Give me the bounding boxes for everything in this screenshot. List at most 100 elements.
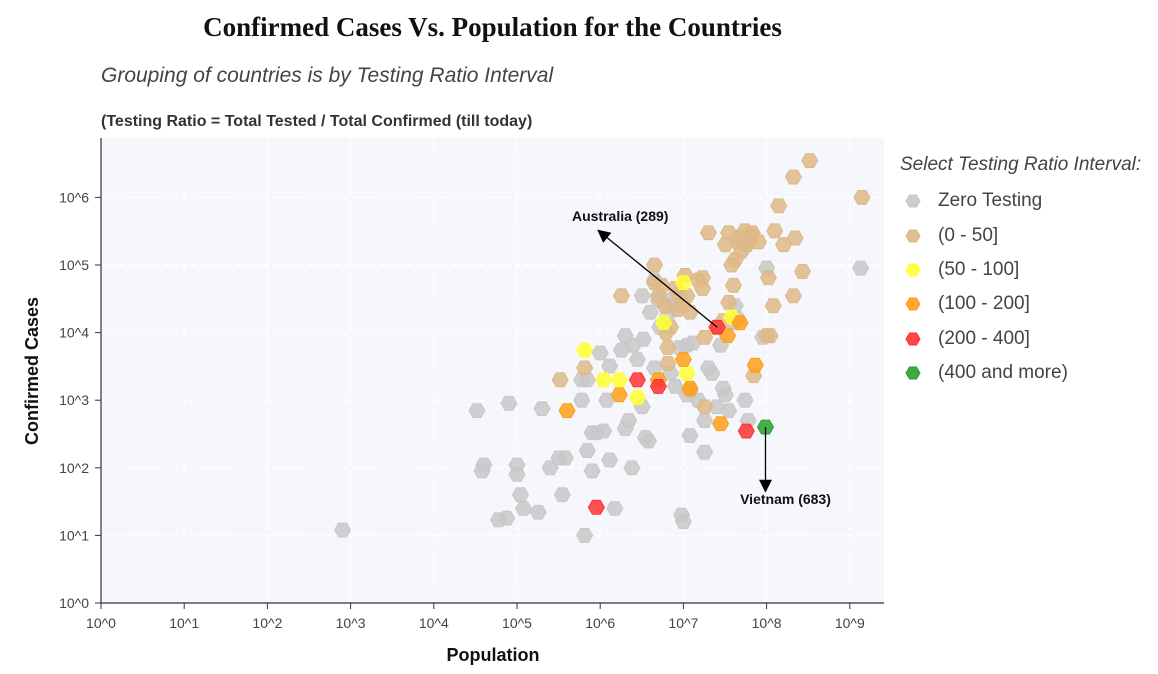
data-point[interactable] [578, 372, 596, 388]
data-point[interactable] [720, 294, 738, 310]
legend-items: Zero Testing (0 - 50] (50 - 100] (100 - 200… [900, 184, 1141, 390]
data-point[interactable] [719, 328, 737, 344]
data-point[interactable] [333, 522, 352, 538]
data-point[interactable] [628, 372, 646, 388]
data-point[interactable] [583, 463, 601, 479]
data-point[interactable] [801, 153, 819, 169]
data-point[interactable] [678, 288, 696, 304]
data-point[interactable] [628, 389, 646, 405]
data-point[interactable] [712, 416, 730, 432]
legend-label: (100 - 200] [938, 293, 1030, 315]
data-point[interactable] [475, 457, 493, 473]
data-point[interactable] [655, 315, 673, 331]
data-point[interactable] [699, 225, 718, 241]
legend-item[interactable]: (400 and more) [900, 356, 1141, 390]
data-point[interactable] [674, 352, 692, 367]
legend-label: (50 - 100] [938, 258, 1020, 280]
data-point[interactable] [578, 443, 596, 458]
data-point[interactable] [628, 352, 646, 367]
data-point[interactable] [553, 487, 571, 503]
data-point[interactable] [746, 357, 764, 373]
data-point[interactable] [595, 423, 613, 439]
data-point[interactable] [696, 413, 714, 428]
data-point[interactable] [659, 355, 677, 371]
data-point[interactable] [737, 423, 755, 439]
legend-item[interactable]: (200 - 400] [900, 322, 1141, 356]
data-point[interactable] [659, 340, 677, 356]
data-point[interactable] [759, 270, 777, 286]
data-point[interactable] [533, 401, 551, 417]
data-point[interactable] [612, 342, 631, 358]
data-point[interactable] [610, 387, 628, 403]
data-point[interactable] [620, 413, 638, 428]
data-point[interactable] [853, 189, 871, 205]
data-point[interactable] [515, 501, 533, 516]
data-point[interactable] [678, 365, 696, 381]
data-point[interactable] [573, 392, 591, 408]
data-point[interactable] [591, 345, 609, 361]
data-point[interactable] [761, 328, 779, 344]
data-point[interactable] [500, 395, 518, 411]
series--400-and-more- [756, 419, 775, 435]
data-point[interactable] [693, 270, 712, 286]
data-point[interactable] [576, 360, 594, 376]
data-point[interactable] [681, 428, 699, 443]
legend-item[interactable]: (50 - 100] [900, 253, 1141, 287]
series--50-100- [576, 275, 741, 405]
data-point[interactable] [595, 372, 613, 388]
data-point[interactable] [703, 365, 721, 381]
data-point[interactable] [576, 527, 594, 543]
data-point[interactable] [674, 275, 692, 290]
data-point[interactable] [716, 387, 735, 403]
data-point[interactable] [556, 450, 574, 466]
data-point[interactable] [551, 372, 569, 388]
data-point[interactable] [576, 342, 594, 358]
data-point[interactable] [529, 504, 547, 520]
data-point[interactable] [756, 419, 775, 435]
data-point[interactable] [598, 392, 616, 408]
data-point[interactable] [766, 223, 784, 239]
data-point[interactable] [793, 264, 812, 279]
data-point[interactable] [784, 288, 802, 304]
data-point[interactable] [634, 331, 652, 347]
data-point[interactable] [601, 358, 619, 374]
data-point[interactable] [612, 288, 631, 304]
data-point[interactable] [587, 499, 605, 515]
data-point[interactable] [645, 257, 664, 273]
data-point[interactable] [623, 460, 641, 476]
data-point[interactable] [696, 444, 714, 460]
chart-note: (Testing Ratio = Total Tested / Total Co… [101, 113, 533, 130]
data-point[interactable] [696, 329, 714, 345]
data-point[interactable] [633, 288, 651, 304]
data-point[interactable] [731, 315, 749, 331]
data-point[interactable] [784, 169, 802, 185]
data-point[interactable] [498, 510, 516, 526]
data-point[interactable] [653, 277, 671, 293]
data-point[interactable] [610, 372, 628, 388]
data-point[interactable] [786, 230, 804, 246]
data-point[interactable] [656, 298, 674, 314]
data-point[interactable] [764, 298, 782, 314]
data-point[interactable] [852, 260, 870, 276]
data-point[interactable] [639, 433, 658, 449]
data-point[interactable] [601, 452, 619, 468]
legend-item[interactable]: (100 - 200] [900, 287, 1141, 321]
data-point[interactable] [674, 514, 692, 530]
data-point[interactable] [649, 378, 667, 394]
legend-item[interactable]: Zero Testing [900, 184, 1141, 218]
data-point[interactable] [720, 403, 738, 419]
data-point[interactable] [736, 392, 754, 408]
legend: Select Testing Ratio Interval: Zero Test… [900, 154, 1141, 390]
data-point[interactable] [681, 304, 699, 320]
data-point[interactable] [511, 487, 530, 503]
data-point[interactable] [724, 277, 743, 293]
data-point[interactable] [696, 399, 714, 415]
data-point[interactable] [558, 403, 576, 419]
data-point[interactable] [606, 501, 624, 516]
data-point[interactable] [681, 380, 699, 396]
data-point[interactable] [468, 403, 486, 419]
legend-item[interactable]: (0 - 50] [900, 218, 1141, 252]
data-point[interactable] [508, 466, 526, 482]
data-point[interactable] [770, 198, 788, 214]
data-point[interactable] [749, 234, 768, 250]
